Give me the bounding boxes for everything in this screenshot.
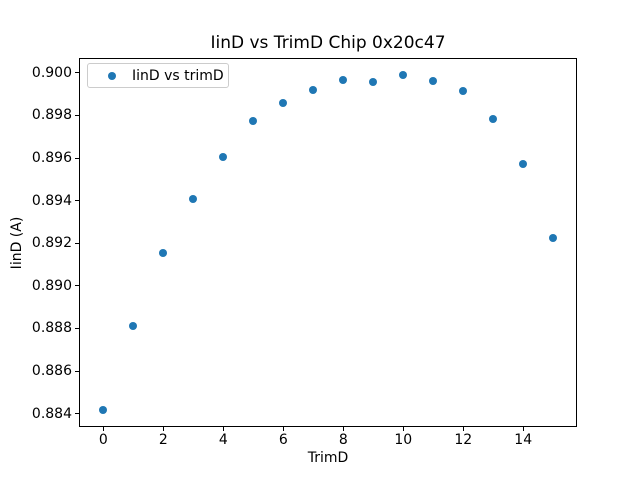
y-tick-label: 0.888 [31,320,72,337]
y-axis-label: IinD (A) [9,216,25,270]
y-tick-label: 0.898 [31,107,72,124]
data-point [429,77,438,86]
legend: IinD vs trimD [87,63,229,88]
x-tick-label: 12 [454,432,473,448]
x-tick-mark [342,426,344,431]
data-point [279,98,288,107]
x-tick-mark [462,426,464,431]
y-tick-mark [75,114,80,116]
data-point [369,78,378,87]
x-tick-mark [522,426,524,431]
y-tick-label: 0.892 [31,235,72,252]
x-tick-label: 4 [218,432,228,448]
y-tick-mark [75,285,80,287]
y-tick-mark [75,242,80,244]
x-tick-label: 0 [98,432,108,448]
y-tick-mark [75,200,80,202]
y-tick-label: 0.884 [31,405,72,422]
x-tick-mark [162,426,164,431]
y-tick-mark [75,157,80,159]
data-point [459,86,468,95]
legend-marker-dot [108,71,116,80]
x-axis-label: TrimD [307,450,349,466]
plot-area [79,58,577,427]
data-point [99,406,108,415]
y-tick-label: 0.886 [31,363,72,380]
x-tick-label: 14 [514,432,533,448]
x-tick-mark [102,426,104,431]
data-point [339,76,348,85]
data-point [489,114,498,123]
x-tick-mark [282,426,284,431]
data-point [219,152,228,161]
data-point [189,194,198,203]
x-tick-mark [402,426,404,431]
chart-title: IinD vs TrimD Chip 0x20c47 [210,33,446,53]
legend-label: IinD vs trimD [132,67,224,84]
x-tick-label: 8 [338,432,348,448]
data-point [159,248,168,257]
y-tick-mark [75,72,80,74]
x-tick-mark [222,426,224,431]
y-tick-mark [75,370,80,372]
data-point [309,85,318,94]
y-tick-label: 0.894 [31,192,72,209]
data-point [399,70,408,79]
data-point [249,116,258,125]
y-tick-mark [75,413,80,415]
y-tick-label: 0.890 [31,277,72,294]
x-tick-label: 2 [158,432,168,448]
y-tick-label: 0.900 [31,64,72,81]
x-tick-label: 10 [394,432,413,448]
data-point [129,322,138,331]
data-point [549,233,558,242]
y-tick-label: 0.896 [31,150,72,167]
x-tick-label: 6 [278,432,288,448]
data-point [519,160,528,169]
y-tick-mark [75,327,80,329]
